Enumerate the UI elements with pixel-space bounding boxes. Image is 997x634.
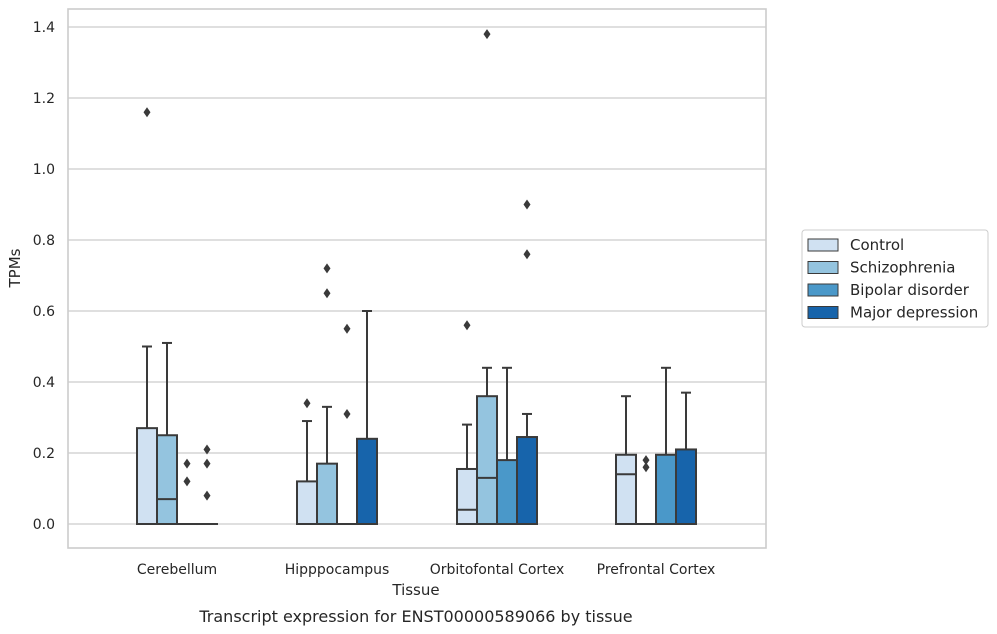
box-body [136, 427, 158, 525]
box-body [655, 453, 677, 525]
legend-label: Major depression [850, 304, 978, 322]
box-major-depression [675, 391, 697, 526]
box-body [496, 459, 518, 526]
x-tick-label: Prefrontal Cortex [597, 562, 716, 578]
x-tick-label: Cerebellum [137, 562, 217, 578]
legend-items: Control Schizophrenia Bipolar disorder Majo… [807, 236, 978, 322]
y-tick-label: 0.6 [33, 304, 55, 320]
box-schizophrenia [156, 341, 178, 525]
outlier-point [343, 408, 351, 419]
box-body [516, 436, 538, 525]
outlier-point [463, 320, 471, 331]
box-bipolar-disorder [176, 458, 198, 526]
outlier-point [183, 476, 191, 487]
box-body [156, 434, 178, 525]
outlier-point [642, 455, 650, 466]
box-body [456, 467, 478, 526]
grid-layer [68, 26, 766, 525]
box-major-depression [356, 310, 378, 525]
legend-frame [801, 229, 989, 328]
y-tick-label: 1.4 [33, 20, 55, 36]
box-bipolar-disorder [655, 366, 677, 525]
y-tick-labels: 0.0 0.2 0.4 0.6 0.8 1.0 1.2 1.4 [33, 20, 55, 533]
y-axis-title: TPMs [6, 248, 24, 288]
y-tick-label: 0.2 [33, 446, 55, 462]
outlier-point [303, 398, 311, 409]
x-axis-title: Tissue [391, 581, 439, 599]
box-body [675, 448, 697, 526]
legend-swatch [807, 283, 839, 297]
y-tick-label: 0.8 [33, 233, 55, 249]
y-tick-label: 0.4 [33, 375, 55, 391]
box-control [136, 107, 158, 525]
box-schizophrenia [316, 263, 338, 525]
box-major-depression [196, 444, 218, 526]
box-body [615, 453, 637, 525]
box-control [296, 398, 318, 525]
y-tick-label: 1.2 [33, 91, 55, 107]
legend-label: Schizophrenia [850, 259, 955, 277]
box-control [615, 395, 637, 525]
outlier-point [183, 458, 191, 469]
legend: Control Schizophrenia Bipolar disorder Majo… [801, 229, 989, 328]
outlier-point [483, 29, 491, 40]
legend-swatch [807, 306, 839, 319]
outlier-point [323, 263, 331, 274]
box-body [316, 462, 338, 525]
plot-layer [136, 29, 697, 526]
legend-swatch [807, 238, 839, 252]
box-control [456, 320, 478, 526]
outlier-point [203, 444, 211, 455]
x-tick-label: Orbitofontal Cortex [430, 562, 565, 578]
outlier-point [323, 288, 331, 299]
x-tick-label: Hipppocampus [285, 562, 390, 578]
chart-caption: Transcript expression for ENST0000058906… [198, 607, 632, 626]
box-major-depression [516, 199, 538, 525]
box-body [476, 395, 498, 526]
outlier-point [523, 249, 531, 260]
outlier-point [143, 107, 151, 118]
plot-frame [67, 8, 767, 549]
box-body [296, 480, 318, 525]
outlier-point [523, 199, 531, 210]
legend-label: Control [850, 236, 904, 254]
legend-label: Bipolar disorder [850, 281, 970, 299]
legend-swatch [807, 261, 839, 274]
box-schizophrenia [635, 455, 657, 526]
outlier-point [642, 462, 650, 473]
y-tick-label: 1.0 [33, 162, 55, 178]
box-bipolar-disorder [496, 366, 518, 526]
x-tick-labels: Cerebellum Hipppocampus Orbitofontal Corte… [137, 562, 715, 578]
outlier-point [343, 323, 351, 334]
outlier-point [203, 458, 211, 469]
box-schizophrenia [476, 29, 498, 526]
box-body [356, 437, 378, 525]
box-bipolar-disorder [336, 323, 358, 526]
y-tick-label: 0.0 [33, 517, 55, 533]
outlier-point [203, 490, 211, 501]
